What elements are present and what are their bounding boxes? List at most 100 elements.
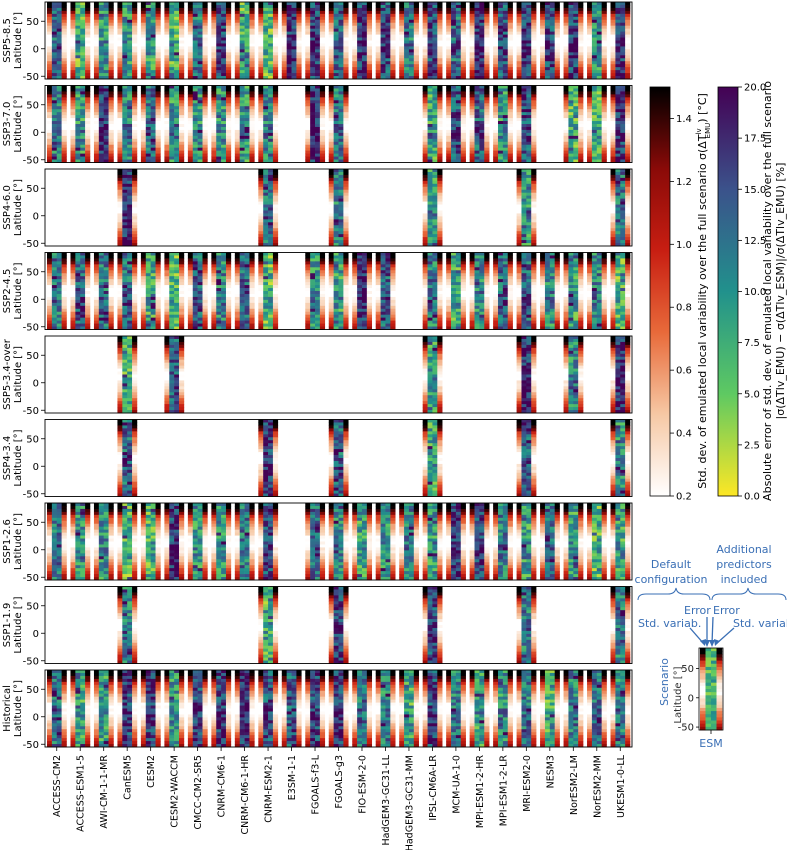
pixel (587, 138, 593, 143)
pixel (540, 10, 546, 15)
pixel (93, 64, 100, 68)
pixel (103, 70, 109, 74)
pixel (484, 64, 490, 68)
cell-e3sm-1-1 (281, 2, 302, 80)
pixel (192, 94, 198, 98)
pixel (573, 37, 579, 41)
pixel (225, 4, 232, 9)
pixel (127, 177, 133, 182)
pixel (427, 64, 433, 68)
pixel (145, 55, 151, 59)
pixel (310, 28, 316, 33)
pixel (422, 22, 428, 27)
pixel (145, 138, 151, 143)
pixel (291, 37, 297, 41)
pixel (75, 126, 81, 131)
pixel (338, 7, 344, 12)
pixel (187, 121, 194, 125)
pixel (357, 2, 363, 6)
pixel (497, 25, 504, 30)
pixel (361, 58, 368, 62)
pixel (375, 76, 381, 80)
pixel (455, 106, 462, 110)
pixel (319, 121, 326, 125)
pixel (140, 97, 147, 101)
pixel (179, 40, 185, 44)
pixel (338, 19, 344, 24)
pixel (169, 43, 175, 47)
pixel (117, 13, 123, 18)
pixel (338, 109, 344, 113)
pixel (61, 106, 67, 110)
pixel (249, 64, 255, 68)
pixel (531, 61, 537, 65)
pixel (502, 22, 509, 27)
pixel (47, 76, 53, 80)
pixel (596, 91, 602, 95)
pixel (272, 55, 279, 59)
pixel (390, 61, 396, 65)
pixel (568, 31, 574, 35)
pixel (244, 112, 250, 116)
pixel (291, 40, 297, 44)
pixel (85, 141, 91, 146)
pixel (352, 13, 358, 18)
pixel (211, 141, 217, 146)
pixel (610, 106, 616, 110)
pixel (127, 94, 133, 98)
pixel (540, 37, 546, 41)
pixel (625, 135, 631, 140)
pixel (225, 156, 232, 160)
pixel (169, 61, 175, 65)
pixel (596, 7, 602, 12)
pixel (192, 61, 198, 65)
pixel (446, 124, 452, 128)
pixel (385, 73, 391, 77)
pixel (169, 144, 175, 149)
pixel (587, 91, 593, 95)
pixel (225, 159, 232, 163)
pixel (437, 156, 443, 160)
pixel (352, 43, 358, 47)
pixel (497, 22, 504, 27)
pixel (493, 61, 499, 65)
pixel (98, 153, 104, 157)
pixel (234, 13, 241, 18)
pixel (563, 126, 569, 131)
pixel (544, 28, 551, 33)
pixel (127, 213, 133, 217)
pixel (469, 147, 475, 152)
pixel (132, 16, 138, 21)
pixel (578, 141, 584, 146)
pixel (127, 219, 133, 223)
pixel (333, 169, 339, 173)
pixel (502, 150, 509, 155)
pixel (122, 135, 128, 140)
pixel (150, 28, 156, 33)
pixel (202, 132, 208, 137)
pixel (169, 28, 175, 33)
pixel (437, 94, 443, 98)
pixel (263, 124, 269, 128)
pixel (268, 204, 274, 208)
pixel (352, 7, 358, 12)
pixel (108, 147, 114, 152)
pixel (155, 88, 161, 92)
pixel (211, 94, 217, 98)
pixel (132, 52, 138, 56)
pixel (484, 16, 490, 21)
pixel (98, 58, 104, 62)
pixel (615, 132, 621, 137)
pixel (258, 121, 264, 125)
pixel (610, 97, 616, 101)
pixel (474, 28, 480, 33)
pixel (338, 177, 344, 182)
pixel (221, 31, 227, 35)
pixel (610, 19, 616, 24)
pixel (291, 34, 297, 38)
pixel (70, 97, 76, 101)
pixel (132, 192, 138, 197)
pixel (127, 186, 133, 191)
pixel (258, 186, 264, 191)
pixel (343, 106, 349, 110)
